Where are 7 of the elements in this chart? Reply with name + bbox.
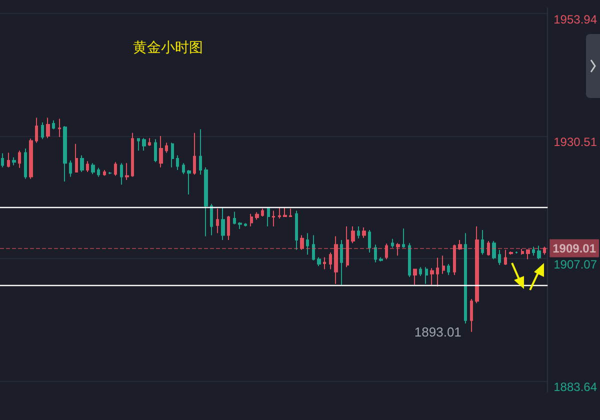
y-tick-label: 1953.94 (554, 12, 598, 27)
y-tick-label: 1907.07 (554, 257, 598, 272)
ref-line-label: 1909.01 (552, 241, 596, 256)
annotation: 1893.01 (414, 324, 462, 340)
y-tick-label: 1883.64 (554, 380, 598, 394)
text: 黄金小时图 (133, 40, 203, 56)
y-tick-label: 1930.51 (554, 134, 598, 149)
